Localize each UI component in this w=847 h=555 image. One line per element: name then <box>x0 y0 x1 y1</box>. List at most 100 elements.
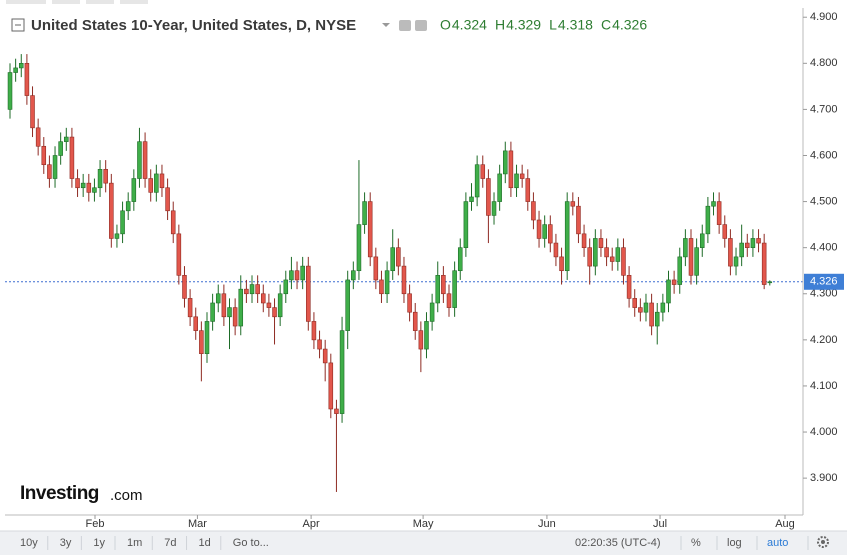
dropdown-arrow[interactable] <box>382 23 390 27</box>
candle-body <box>339 330 345 414</box>
y-tick-label: 4.800 <box>810 57 838 69</box>
candle-body <box>187 298 193 318</box>
tab <box>86 0 114 4</box>
candle-body <box>469 196 474 202</box>
candle-body <box>503 150 508 175</box>
x-tick-label: Jul <box>653 518 667 530</box>
y-tick-label: 4.900 <box>810 11 838 23</box>
candle-body <box>711 201 716 207</box>
range-button[interactable]: 1d <box>199 537 211 549</box>
candle-body <box>300 265 305 281</box>
candle-body <box>13 67 18 73</box>
candle-body <box>671 279 677 285</box>
candle-body <box>536 219 542 239</box>
y-tick-label: 4.300 <box>810 288 838 300</box>
candle-body <box>559 256 564 272</box>
candle-body <box>283 279 289 295</box>
candle-body <box>373 256 379 281</box>
candle-body <box>210 302 215 322</box>
range-button[interactable]: 1y <box>93 537 105 549</box>
candle-body <box>362 201 367 225</box>
option-button[interactable]: log <box>727 537 742 549</box>
candle-body <box>120 210 125 235</box>
candle-body <box>531 201 536 221</box>
ohlc-value: 4.324 <box>452 17 487 33</box>
candle-body <box>322 348 328 364</box>
candle-body <box>80 182 86 189</box>
y-tick-label: 4.500 <box>810 195 838 207</box>
candle-body <box>18 63 24 69</box>
candle-body <box>683 238 688 258</box>
candle-body <box>429 302 435 322</box>
range-button[interactable]: 3y <box>60 537 72 549</box>
candle-body <box>519 173 525 179</box>
candle-body <box>35 127 41 147</box>
candle-body <box>745 242 750 248</box>
candle-body <box>114 233 120 239</box>
candle-body <box>125 201 131 212</box>
candle-body <box>576 205 581 235</box>
toolbar <box>0 531 847 555</box>
y-tick-label: 3.900 <box>810 472 838 484</box>
y-tick-label: 4.000 <box>810 426 838 438</box>
candle-body <box>654 311 660 327</box>
candle-body <box>193 316 199 331</box>
candle-body <box>581 233 587 248</box>
tab <box>120 0 148 4</box>
logo: Investing .com <box>20 483 143 504</box>
candle-body <box>542 224 547 239</box>
option-button[interactable]: auto <box>767 537 788 549</box>
ohlc-letter: H <box>495 17 505 33</box>
candle-body <box>733 256 739 267</box>
candle-body <box>412 311 418 331</box>
x-tick-label: Apr <box>303 518 320 530</box>
candle-body <box>570 201 576 207</box>
candle-body <box>227 307 232 318</box>
toolbar-items: 10y 3y 1y 1m 7d 1d Go to... 02:20:35 (UTC-4)% lo… <box>20 536 809 550</box>
candle-body <box>699 233 705 248</box>
range-button[interactable]: 1m <box>127 537 142 549</box>
candle-body <box>277 293 283 318</box>
candle-body <box>75 178 80 189</box>
settings-icon[interactable] <box>415 20 427 31</box>
candle-body <box>407 293 412 313</box>
candle-body <box>311 321 317 341</box>
candle-body <box>474 164 480 198</box>
y-tick-label: 4.400 <box>810 242 838 254</box>
candle-body <box>165 187 170 212</box>
candle-body <box>722 224 728 239</box>
candle-body <box>199 330 204 354</box>
collapse-icon[interactable] <box>11 18 25 32</box>
goto-button[interactable]: Go to... <box>233 537 269 549</box>
candle-body <box>525 178 531 202</box>
candle-body <box>367 201 373 258</box>
gear-outer <box>817 536 829 548</box>
candle-body <box>497 173 502 202</box>
candle-body <box>598 238 604 248</box>
candle-body <box>728 238 733 267</box>
eye-icon[interactable] <box>399 20 411 31</box>
candle-body <box>452 270 457 308</box>
range-button[interactable]: 7d <box>164 537 176 549</box>
candle-body <box>463 201 469 248</box>
gear-icon[interactable] <box>817 536 829 548</box>
range-button[interactable]: 10y <box>20 537 38 549</box>
candle-body <box>294 270 300 281</box>
candle-body <box>688 238 694 276</box>
candle-body <box>215 293 221 304</box>
option-button[interactable]: % <box>691 537 701 549</box>
ohlc-readout: O 4.324 H 4.329 L 4.318 C 4.326 <box>440 17 647 33</box>
candle-body <box>159 173 165 189</box>
candle-body <box>204 321 210 354</box>
candle-body <box>289 270 294 281</box>
ohlc-value: 4.326 <box>612 17 647 33</box>
candle-body <box>767 281 773 284</box>
candle-body <box>306 265 311 322</box>
ohlc-letter: C <box>601 17 611 33</box>
candle-body <box>666 279 671 304</box>
candle-body <box>604 247 609 258</box>
candle-body <box>587 247 592 267</box>
candle-body <box>272 307 277 318</box>
